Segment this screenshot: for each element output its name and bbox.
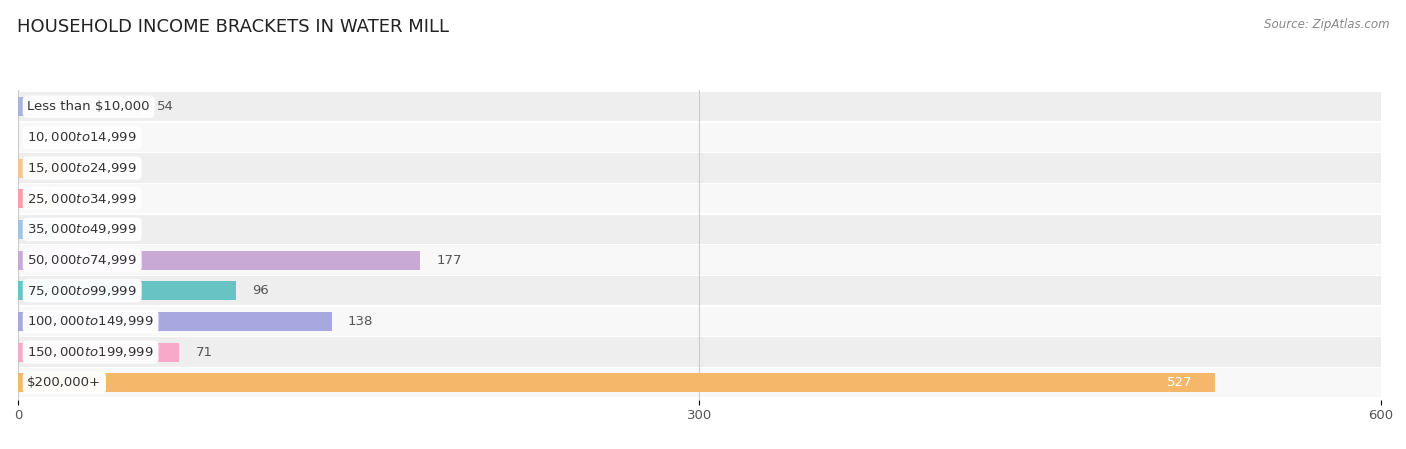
Text: $10,000 to $14,999: $10,000 to $14,999 [27, 130, 136, 144]
Bar [18, 189, 52, 208]
Text: 138: 138 [347, 315, 373, 328]
Text: $150,000 to $199,999: $150,000 to $199,999 [27, 345, 153, 359]
Text: $25,000 to $34,999: $25,000 to $34,999 [27, 192, 136, 206]
Bar [18, 338, 1381, 367]
Bar [18, 373, 1215, 392]
Text: 96: 96 [252, 284, 269, 297]
Text: $200,000+: $200,000+ [27, 376, 101, 389]
Bar [18, 220, 55, 239]
Text: 0: 0 [34, 131, 42, 144]
Text: Source: ZipAtlas.com: Source: ZipAtlas.com [1264, 18, 1389, 31]
Text: Less than $10,000: Less than $10,000 [27, 100, 150, 113]
Text: $75,000 to $99,999: $75,000 to $99,999 [27, 284, 136, 298]
Bar [18, 307, 1381, 336]
Bar [18, 343, 180, 361]
Bar [18, 184, 1381, 213]
Bar [18, 123, 1381, 152]
Bar [18, 281, 236, 300]
Bar [18, 215, 1381, 244]
Text: $35,000 to $49,999: $35,000 to $49,999 [27, 222, 136, 236]
Bar [18, 154, 1381, 183]
Text: $15,000 to $24,999: $15,000 to $24,999 [27, 161, 136, 175]
Text: 527: 527 [1167, 376, 1192, 389]
Text: HOUSEHOLD INCOME BRACKETS IN WATER MILL: HOUSEHOLD INCOME BRACKETS IN WATER MILL [17, 18, 449, 36]
Bar [18, 246, 1381, 275]
Bar [18, 92, 1381, 121]
Text: 71: 71 [195, 346, 212, 359]
Text: 16: 16 [70, 223, 87, 236]
Text: 22: 22 [84, 162, 101, 175]
Text: 177: 177 [436, 254, 461, 267]
Bar [18, 312, 332, 331]
Bar [18, 158, 69, 177]
Text: 15: 15 [69, 192, 86, 205]
Text: $100,000 to $149,999: $100,000 to $149,999 [27, 314, 153, 328]
Text: $50,000 to $74,999: $50,000 to $74,999 [27, 253, 136, 267]
Bar [18, 97, 141, 116]
Bar [18, 251, 420, 269]
Text: 54: 54 [157, 100, 174, 113]
Bar [18, 368, 1381, 397]
Bar [18, 276, 1381, 305]
